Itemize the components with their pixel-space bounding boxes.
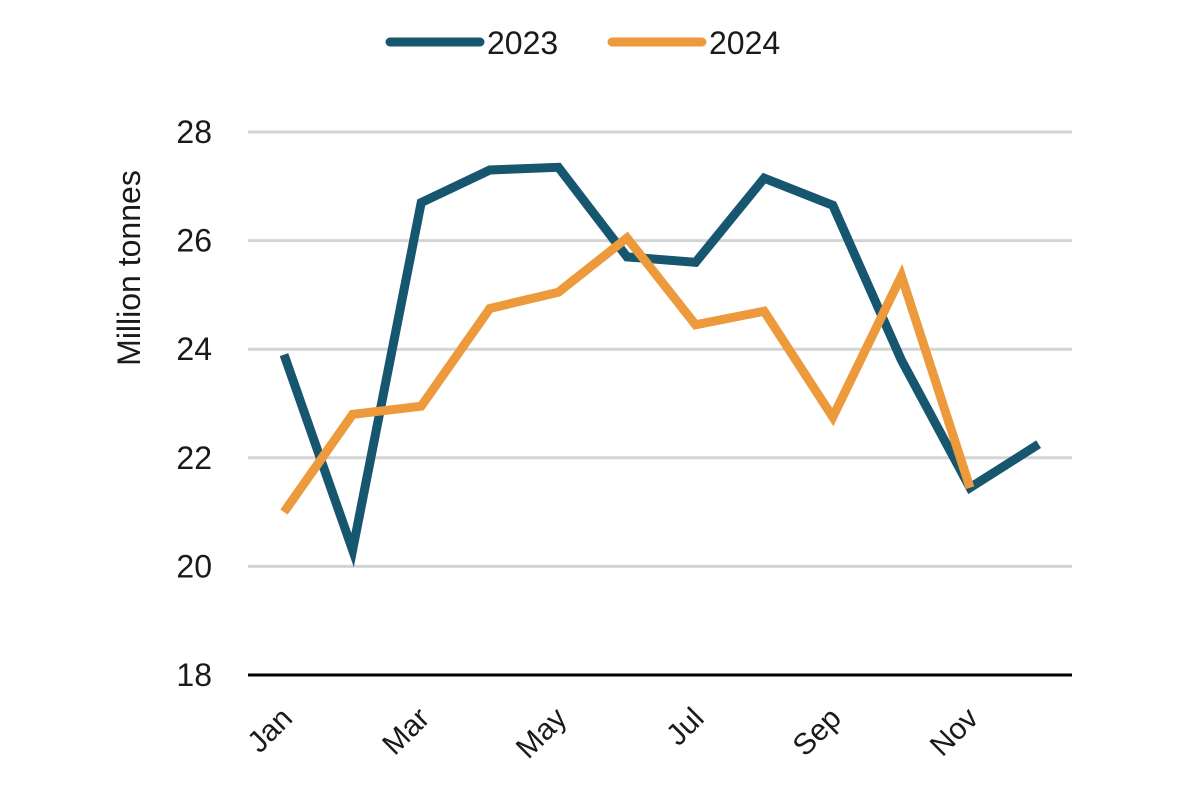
x-tick-label: Mar bbox=[376, 702, 436, 762]
legend: 2023 2024 bbox=[385, 25, 780, 61]
x-tick-label: Sep bbox=[787, 702, 848, 763]
y-axis-title: Million tonnes bbox=[111, 170, 147, 366]
y-tick-label: 22 bbox=[176, 440, 212, 476]
legend-label-2024: 2024 bbox=[709, 25, 780, 61]
series-line-2023 bbox=[279, 162, 1042, 568]
series-line-2024 bbox=[280, 231, 975, 515]
legend-label-2023: 2023 bbox=[487, 25, 558, 61]
x-axis-ticks: Jan Mar May Jul Sep Nov bbox=[241, 702, 985, 765]
x-tick-label: Nov bbox=[924, 702, 985, 763]
y-tick-label: 26 bbox=[176, 223, 212, 259]
y-tick-label: 24 bbox=[176, 331, 212, 367]
series-lines bbox=[279, 162, 1042, 568]
y-tick-label: 28 bbox=[176, 114, 212, 150]
x-tick-label: Jan bbox=[241, 702, 299, 760]
gridlines bbox=[248, 130, 1072, 677]
y-tick-label: 20 bbox=[176, 548, 212, 584]
x-tick-label: Jul bbox=[660, 702, 710, 752]
x-tick-label: May bbox=[510, 702, 573, 765]
y-tick-label: 18 bbox=[176, 657, 212, 693]
y-axis-ticks: 18 20 22 24 26 28 bbox=[176, 114, 212, 693]
